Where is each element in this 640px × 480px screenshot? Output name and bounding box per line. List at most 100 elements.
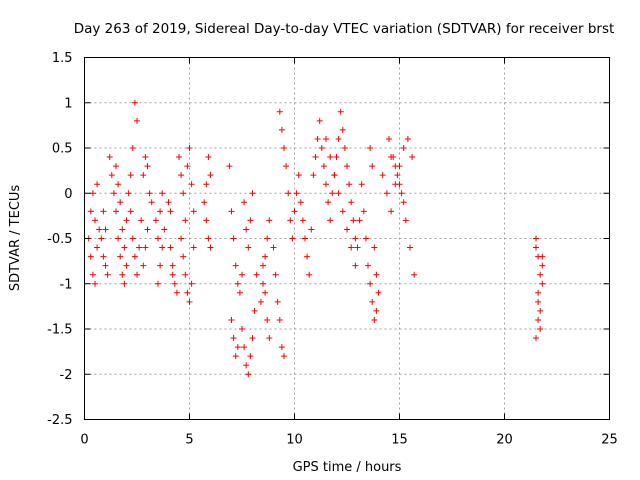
data-point [299,217,306,224]
data-point [140,262,147,269]
chart-title: Day 263 of 2019, Sidereal Day-to-day VTE… [74,21,615,37]
data-point [327,217,334,224]
y-tick-label: -1.5 [47,323,72,338]
data-point [535,316,542,323]
data-point [295,172,302,179]
data-point [234,280,241,287]
data-point [272,271,279,278]
data-point [226,163,233,170]
data-point [358,181,365,188]
data-point [539,280,546,287]
data-point [131,253,138,260]
data-point [94,181,101,188]
data-point [348,199,355,206]
data-point [205,154,212,161]
data-point [176,154,182,161]
data-point [316,117,323,124]
data-point [341,145,348,151]
data-point [102,262,109,269]
data-point [104,271,111,278]
data-point [373,271,380,278]
data-point [190,244,197,251]
data-point [356,217,363,224]
data-point [169,271,176,278]
y-tick-label: 1.5 [52,51,73,66]
data-point [339,126,346,133]
data-point [394,172,401,179]
data-point [203,181,210,188]
data-point [167,244,174,251]
data-point [178,235,185,242]
data-point [348,244,355,251]
data-point [327,154,334,161]
data-point [119,226,126,233]
data-point [302,235,308,242]
x-tick-label: 5 [185,433,193,448]
data-point [110,190,117,197]
data-point [539,262,546,269]
data-point [152,217,159,224]
data-point [253,271,260,278]
data-point [266,335,273,342]
data-point [287,217,294,224]
data-point [144,226,151,233]
data-point [142,154,149,161]
data-point [371,316,378,323]
data-point [131,99,138,106]
data-point [155,280,161,287]
data-point [100,253,107,260]
data-point [371,244,378,251]
data-point [201,199,208,206]
data-point [161,226,168,233]
data-point [106,154,113,161]
data-point [123,262,130,269]
data-point [184,289,191,296]
data-point [138,217,145,224]
data-point [407,244,413,251]
data-point [243,362,250,369]
y-tick-label: -0.5 [47,232,72,247]
data-point [318,145,325,151]
data-point [234,344,241,351]
data-point [127,172,134,179]
data-point [178,172,185,179]
data-point [245,371,252,378]
data-point [289,235,296,242]
data-point [180,190,187,197]
data-point [539,253,546,260]
data-point [369,298,376,305]
data-point [207,244,214,251]
data-point [323,135,329,142]
data-point [249,190,256,197]
data-point [291,208,298,215]
data-point [365,262,371,269]
data-point [98,235,105,242]
data-point [350,217,357,224]
data-point [535,289,542,296]
data-point [125,190,132,197]
y-tick-label: 1 [64,96,72,111]
data-point [310,172,317,179]
data-point [398,190,405,197]
data-point [142,244,149,251]
data-point [157,262,164,269]
data-point [188,181,195,188]
data-point [159,244,166,251]
data-point [89,190,96,197]
data-point [205,235,212,242]
data-point [362,235,369,242]
data-point [388,208,395,215]
data-point [533,235,539,242]
data-point [264,235,271,242]
data-point [169,262,176,269]
data-point [404,135,411,142]
data-point [276,316,283,323]
data-point [241,199,248,206]
data-point [134,117,140,124]
data-point [129,235,136,242]
data-point [228,316,235,323]
data-point [278,344,285,351]
data-point [230,235,237,242]
data-point [207,172,214,179]
